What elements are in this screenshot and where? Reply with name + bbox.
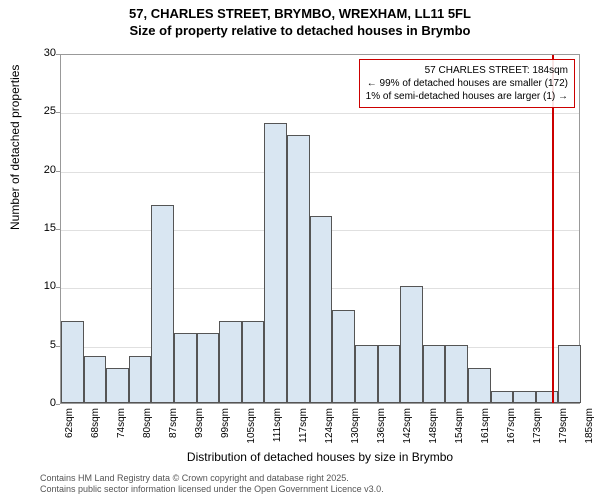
histogram-bar — [129, 356, 152, 403]
y-tick: 10 — [32, 280, 56, 292]
histogram-bar — [151, 205, 174, 403]
infobox-line2: ← 99% of detached houses are smaller (17… — [366, 77, 568, 90]
info-box: 57 CHARLES STREET: 184sqm ← 99% of detac… — [359, 59, 575, 108]
histogram-bar — [536, 391, 559, 403]
x-tick: 154sqm — [454, 408, 465, 458]
histogram-bar — [264, 123, 287, 403]
histogram-bar — [242, 321, 265, 403]
histogram-bar — [287, 135, 310, 403]
footer-line2: Contains public sector information licen… — [40, 484, 384, 495]
x-tick: 99sqm — [220, 408, 231, 458]
x-tick: 87sqm — [168, 408, 179, 458]
y-tick: 25 — [32, 105, 56, 117]
histogram-bar — [445, 345, 468, 403]
chart-container: 57, CHARLES STREET, BRYMBO, WREXHAM, LL1… — [0, 0, 600, 500]
histogram-bar — [355, 345, 378, 403]
x-tick: 148sqm — [428, 408, 439, 458]
histogram-bar — [106, 368, 129, 403]
histogram-bar — [197, 333, 220, 403]
x-tick: 74sqm — [116, 408, 127, 458]
histogram-bar — [513, 391, 536, 403]
histogram-bar — [310, 216, 333, 403]
x-tick: 173sqm — [532, 408, 543, 458]
plot-area: 57 CHARLES STREET: 184sqm ← 99% of detac… — [60, 54, 580, 404]
histogram-bar — [219, 321, 242, 403]
x-tick: 62sqm — [64, 408, 75, 458]
x-tick: 105sqm — [246, 408, 257, 458]
x-tick: 130sqm — [350, 408, 361, 458]
footer-line1: Contains HM Land Registry data © Crown c… — [40, 473, 384, 484]
y-tick: 20 — [32, 164, 56, 176]
y-tick: 5 — [32, 339, 56, 351]
infobox-line1: 57 CHARLES STREET: 184sqm — [366, 64, 568, 77]
title-line2: Size of property relative to detached ho… — [0, 23, 600, 40]
histogram-bar — [174, 333, 197, 403]
histogram-bar — [378, 345, 401, 403]
histogram-bar — [558, 345, 581, 403]
x-tick: 68sqm — [90, 408, 101, 458]
histogram-bar — [423, 345, 446, 403]
x-tick: 179sqm — [558, 408, 569, 458]
y-tick: 15 — [32, 222, 56, 234]
histogram-bar — [84, 356, 107, 403]
x-tick: 80sqm — [142, 408, 153, 458]
infobox-line3: 1% of semi-detached houses are larger (1… — [366, 90, 568, 103]
x-tick: 136sqm — [376, 408, 387, 458]
y-tick: 0 — [32, 397, 56, 409]
x-tick: 111sqm — [272, 408, 283, 458]
histogram-bar — [468, 368, 491, 403]
histogram-bar — [491, 391, 514, 403]
footer-note: Contains HM Land Registry data © Crown c… — [40, 473, 384, 495]
chart-title: 57, CHARLES STREET, BRYMBO, WREXHAM, LL1… — [0, 0, 600, 40]
histogram-bar — [61, 321, 84, 403]
x-tick: 93sqm — [194, 408, 205, 458]
title-line1: 57, CHARLES STREET, BRYMBO, WREXHAM, LL1… — [0, 6, 600, 23]
y-axis-label: Number of detached properties — [8, 65, 22, 230]
x-axis-label: Distribution of detached houses by size … — [60, 450, 580, 464]
x-tick: 161sqm — [480, 408, 491, 458]
x-tick: 167sqm — [506, 408, 517, 458]
x-tick: 142sqm — [402, 408, 413, 458]
x-tick: 185sqm — [584, 408, 595, 458]
x-tick: 124sqm — [324, 408, 335, 458]
histogram-bar — [400, 286, 423, 403]
y-tick: 30 — [32, 47, 56, 59]
x-tick: 117sqm — [298, 408, 309, 458]
histogram-bar — [332, 310, 355, 403]
